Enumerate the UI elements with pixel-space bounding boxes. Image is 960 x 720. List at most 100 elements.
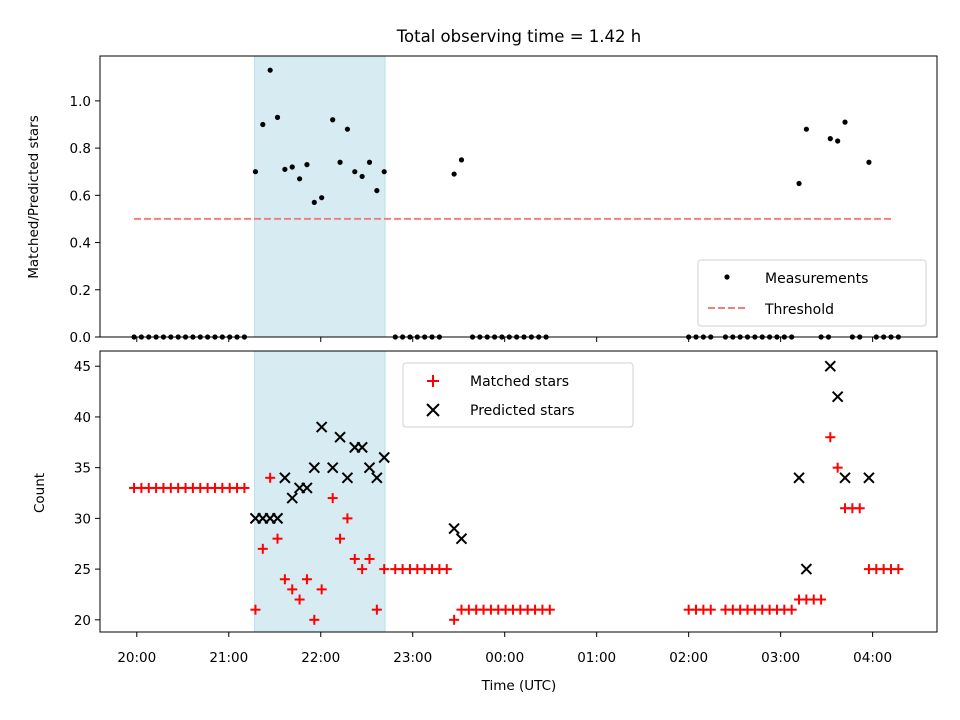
matched-stars-point <box>786 604 797 615</box>
count-axes-frame <box>99 350 938 633</box>
measurements-point <box>827 136 833 142</box>
measurements-point <box>252 169 259 175</box>
matched-stars-point <box>239 482 250 493</box>
measurements-point <box>330 117 336 123</box>
ratio-x-ticks <box>136 337 874 342</box>
x-tick-label: 04:00 <box>853 650 892 666</box>
predicted-stars-point <box>863 472 875 484</box>
ratio-y-tick-label: 1.0 <box>70 94 91 110</box>
predicted-stars-point <box>341 472 354 484</box>
matched-stars-point <box>544 604 555 615</box>
matched-stars-point <box>705 604 716 615</box>
x-tick-label: 23:00 <box>393 650 432 666</box>
legend-measurements-marker <box>724 274 730 280</box>
x-tick-label: 01:00 <box>577 650 616 666</box>
x-tick-label: 21:00 <box>209 650 248 666</box>
predicted-stars-point <box>301 482 313 494</box>
legend-predicted-label: Predicted stars <box>470 403 575 419</box>
predicted-stars-point <box>334 431 346 443</box>
matched-stars-point <box>832 462 843 473</box>
predicted-stars-point <box>455 532 468 545</box>
measurements-point <box>296 176 303 182</box>
measurements-point <box>359 173 365 180</box>
predicted-stars-point <box>448 522 460 535</box>
matched-stars-point <box>854 503 865 514</box>
matched-stars-point <box>309 614 320 625</box>
measurements-point <box>337 159 343 165</box>
matched-stars-point <box>893 564 904 575</box>
count-legend: Matched stars Predicted stars <box>402 362 634 428</box>
x-tick-label: 00:00 <box>485 650 524 666</box>
predicted-stars-point <box>793 472 805 484</box>
shaded-interval-bottom <box>254 350 386 633</box>
predicted-stars-point <box>286 492 298 504</box>
x-tick-label: 20:00 <box>117 650 156 666</box>
count-y-axis-label: Count <box>32 473 48 513</box>
matched-stars-point <box>250 604 261 615</box>
measurements-point <box>304 162 310 168</box>
count-y-tick-label: 45 <box>74 359 91 375</box>
count-y-tick-label: 20 <box>74 613 91 629</box>
ratio-y-tick-label: 0.4 <box>70 236 91 252</box>
x-tick-label: 02:00 <box>669 650 708 666</box>
measurements-point <box>274 114 281 120</box>
measurements-point <box>835 138 841 144</box>
x-axis-label: Time (UTC) <box>481 678 557 694</box>
matched-stars-point <box>825 432 836 443</box>
predicted-stars-point <box>363 461 376 474</box>
predicted-stars-point <box>271 512 284 525</box>
predicted-stars-point <box>326 461 339 474</box>
predicted-stars-point <box>839 472 851 484</box>
panel-count: 20 25 30 35 40 45 20:00 21:00 22:00 23:00 00:00 01… <box>32 350 938 694</box>
ratio-y-tick-label: 0.8 <box>70 141 91 157</box>
legend-predicted-marker <box>426 403 440 417</box>
matched-stars-point <box>441 564 452 575</box>
panel-ratio: 0.0 0.2 0.4 0.6 0.8 1.0 Matched/Predicted sta… <box>26 55 938 346</box>
predicted-stars-point <box>315 421 328 433</box>
measurements-point <box>458 157 465 163</box>
predicted-stars-point <box>279 472 291 484</box>
measurements-point <box>451 171 457 177</box>
predicted-stars-point <box>356 441 368 454</box>
measurements-point <box>374 187 380 194</box>
count-y-tick-label: 30 <box>74 511 91 527</box>
matched-stars-point <box>342 513 353 524</box>
ratio-y-axis-label: Matched/Predicted stars <box>26 115 42 278</box>
measurements-point <box>352 169 358 175</box>
count-y-tick-label: 35 <box>74 461 91 477</box>
matched-stars-point <box>316 584 327 595</box>
measurements-point <box>267 67 273 73</box>
predicted-stars-point <box>308 461 321 474</box>
ratio-y-ticks: 0.0 0.2 0.4 0.6 0.8 1.0 <box>70 94 100 346</box>
ratio-axes-frame <box>99 55 938 338</box>
measurements-point <box>344 126 351 132</box>
matched-stars-point <box>379 564 390 575</box>
measurements-point <box>803 126 809 132</box>
predicted-stars-point <box>371 472 383 484</box>
predicted-stars-point <box>378 451 390 464</box>
matched-stars-point <box>371 604 382 615</box>
chart-title: Total observing time = 1.42 h <box>396 27 641 46</box>
predicted-stars-point <box>831 390 844 403</box>
predicted-stars-point <box>800 563 813 575</box>
matched-stars-point <box>265 472 276 483</box>
ratio-y-tick-label: 0.0 <box>70 330 91 346</box>
ratio-legend: Measurements Threshold <box>697 259 927 327</box>
matched-stars-point <box>357 564 368 575</box>
measurements-point <box>319 195 325 201</box>
measurements-point <box>366 159 373 165</box>
legend-matched-marker <box>427 375 439 387</box>
matched-stars-point <box>279 574 290 585</box>
legend-measurements-label: Measurements <box>765 271 868 287</box>
count-x-ticks: 20:00 21:00 22:00 23:00 00:00 01:00 02:00 03:00… <box>117 632 892 666</box>
ratio-y-tick-label: 0.2 <box>70 283 91 299</box>
x-tick-label: 22:00 <box>301 650 340 666</box>
measurements-point <box>289 164 295 170</box>
count-y-ticks: 20 25 30 35 40 45 <box>74 359 100 629</box>
matched-stars-point <box>257 543 268 554</box>
legend-threshold-label: Threshold <box>764 302 834 318</box>
matched-stars-point <box>449 614 460 625</box>
matched-stars-point <box>327 493 338 504</box>
measurements-point <box>842 119 848 125</box>
